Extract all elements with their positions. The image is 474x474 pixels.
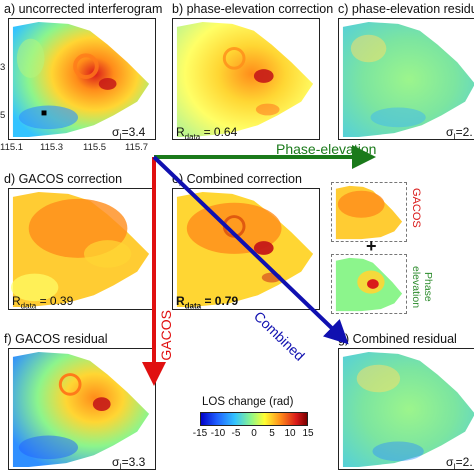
panel-a-map [12,21,150,138]
arrow-combined-label: Combined [250,308,308,364]
inset-gacos-label: GACOS [410,188,422,228]
inset-phase-label: Phase elevation [410,266,434,309]
inset-gacos-map [335,185,403,240]
inset-plus-sign: + [366,236,377,256]
colorbar-tick-label: 10 [284,428,296,439]
colorbar-tick-label: 15 [302,428,314,439]
panel-b-phase-elevation-correction [172,18,320,140]
panel-g-combined-residual [338,348,474,470]
inset-gacos-thumbnail [331,182,407,242]
colorbar-tick-label: -15 [192,428,208,439]
panel-d-title: d) GACOS correction [4,172,123,186]
colorbar [200,412,308,426]
x-tick-4: 115.7 [125,142,149,153]
colorbar-title: LOS change (rad) [202,396,294,408]
colorbar-tick-label: 0 [251,428,257,439]
panel-b-map [176,21,314,138]
panel-c-title: c) phase-elevation residual [338,2,474,16]
panel-e-combined-correction [172,188,320,310]
panel-b-r-data: Rdata = 0.64 [176,125,238,142]
x-tick-1: 115.1 [0,142,24,153]
panel-f-map [12,351,150,468]
panel-a-title: a) uncorrected interferogram [4,2,163,16]
arrow-phase-elevation-label: Phase-elevation [276,141,377,157]
panel-a-sigma: σI=3.4 [112,125,146,142]
inset-phase-elevation-thumbnail [331,254,407,314]
panel-c-phase-elevation-residual [338,18,474,140]
panel-f-title: f) GACOS residual [4,332,108,346]
panel-f-gacos-residual [8,348,156,470]
x-tick-3: 115.5 [83,142,107,153]
y-tick-1: 3 [0,62,6,73]
panel-e-title: e) Combined correction [172,172,302,186]
inset-phase-elevation-map [335,257,403,312]
colorbar-tick-label: -10 [210,428,226,439]
panel-e-map [176,191,314,308]
panel-d-r-data: Rdata = 0.39 [12,294,74,311]
colorbar-tick-label: -5 [231,428,241,439]
panel-c-sigma: σI=2. [446,125,473,142]
colorbar-gradient [201,413,307,425]
panel-a-uncorrected-interferogram [8,18,156,140]
x-tick-2: 115.3 [40,142,64,153]
panel-d-gacos-correction [8,188,156,310]
panel-b-title: b) phase-elevation correction [172,2,334,16]
panel-c-map [342,21,474,138]
panel-g-map [342,351,474,468]
reference-point-marker [41,110,47,116]
panel-f-sigma: σI=3.3 [112,455,146,472]
arrow-gacos-label: GACOS [158,310,174,361]
y-tick-2: 5 [0,110,6,121]
colorbar-tick-label: 5 [269,428,275,439]
panel-e-r-data: Rdata = 0.79 [176,294,239,311]
panel-g-title: g) Combined residual [338,332,457,346]
panel-g-sigma: σI=2. [446,455,473,472]
panel-d-map [10,191,150,308]
